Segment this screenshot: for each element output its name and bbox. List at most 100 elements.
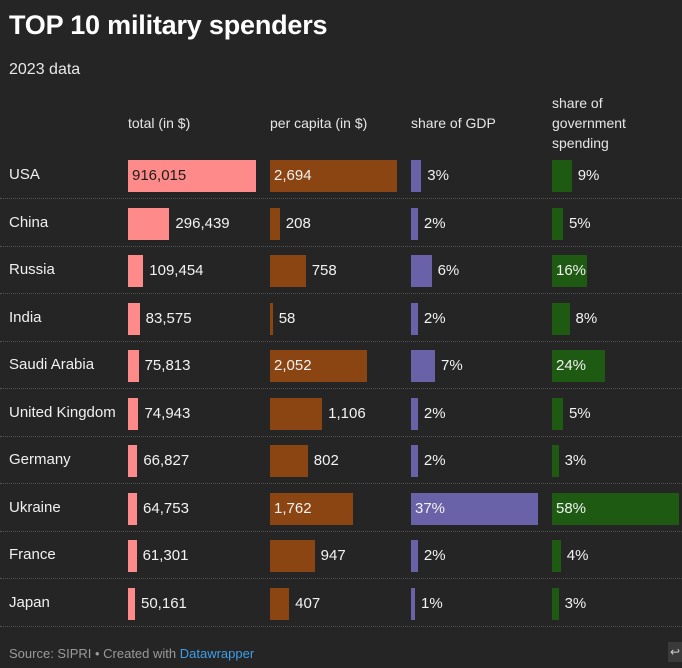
- row-divider: [0, 293, 682, 294]
- datawrapper-link[interactable]: Datawrapper: [179, 646, 255, 661]
- gov-value-label: 24%: [556, 357, 587, 374]
- gov-bar: [552, 255, 588, 287]
- chart-subtitle: 2023 data: [9, 61, 81, 78]
- chart-title: TOP 10 military spenders: [9, 10, 328, 40]
- total-bar: [128, 160, 256, 192]
- total-bar: [128, 445, 138, 477]
- total-bar: [128, 540, 137, 572]
- total-value-label: 75,813: [144, 357, 191, 374]
- return-icon[interactable]: ↩: [668, 642, 682, 662]
- gov-value-label: 16%: [556, 262, 587, 279]
- row-divider: [0, 625, 682, 627]
- table-row: Russia 109,454 758 6% 16%: [0, 247, 682, 294]
- per-capita-bar: [270, 587, 290, 620]
- table-row: Germany 66,827 802 2% 3%: [0, 437, 682, 484]
- country-label: China: [9, 213, 49, 231]
- row-divider: [0, 435, 682, 437]
- gdp-value-label: 2%: [423, 214, 446, 232]
- total-bar: [128, 492, 138, 525]
- gdp-value-label: 2%: [423, 452, 446, 469]
- per-capita-bar: [270, 350, 367, 382]
- country-label: France: [9, 546, 56, 563]
- per-capita-value-label: 802: [313, 452, 339, 469]
- total-value-label: 50,161: [141, 594, 187, 612]
- gov-bar: [552, 160, 572, 192]
- gdp-value-label: 2%: [423, 547, 446, 564]
- country-label: Japan: [9, 593, 50, 611]
- total-bar: [128, 397, 139, 430]
- gdp-bar: [411, 255, 432, 287]
- total-value-label: 83,575: [145, 309, 192, 327]
- gov-bar: [552, 587, 559, 620]
- gov-bar: [552, 492, 679, 525]
- per-capita-value-label: 1,106: [328, 404, 366, 422]
- gdp-bar: [411, 397, 418, 430]
- total-value-label: 74,943: [144, 404, 191, 422]
- gdp-bar: [411, 207, 418, 240]
- per-capita-value-label: 1,762: [274, 499, 312, 517]
- total-value-label: 916,015: [132, 167, 187, 184]
- gdp-value-label: 2%: [423, 309, 446, 327]
- per-capita-value-label: 2,052: [274, 357, 312, 374]
- country-label: USA: [9, 166, 40, 183]
- gdp-bar: [411, 302, 418, 335]
- gov-bar: [552, 302, 570, 335]
- table-row: India 83,575 58 2% 8%: [0, 295, 682, 342]
- table-row: China 296,439 208 2% 5%: [0, 200, 682, 247]
- source-text: Source: SIPRI • Created with: [9, 646, 180, 661]
- table-row: Ukraine 64,753 1,762 37% 58%: [0, 485, 682, 532]
- gov-bar: [552, 350, 605, 382]
- gov-value-label: 9%: [577, 167, 600, 184]
- gov-bar: [552, 397, 563, 430]
- total-value-label: 109,454: [149, 262, 204, 279]
- table-row: Japan 50,161 407 1% 3%: [0, 580, 682, 627]
- gdp-value-label: 2%: [423, 404, 446, 422]
- table-row: France 61,301 947 2% 4%: [0, 532, 682, 579]
- total-bar: [128, 302, 140, 335]
- per-capita-bar: [270, 207, 280, 240]
- row-divider: [0, 198, 682, 199]
- total-bar: [128, 255, 144, 287]
- total-value-label: 66,827: [143, 452, 190, 469]
- row-divider: [0, 340, 682, 342]
- gdp-bar: [411, 492, 538, 525]
- per-capita-bar: [270, 255, 306, 287]
- gov-value-label: 3%: [564, 594, 587, 612]
- per-capita-bar: [270, 445, 308, 477]
- gov-value-label: 5%: [568, 404, 591, 422]
- gov-bar: [552, 445, 559, 477]
- total-bar: [128, 350, 139, 382]
- gdp-bar: [411, 587, 415, 620]
- per-capita-value-label: 947: [320, 547, 346, 564]
- per-capita-bar: [270, 302, 273, 335]
- gdp-value-label: 37%: [415, 499, 446, 517]
- per-capita-value-label: 407: [295, 594, 321, 612]
- row-divider: [0, 483, 682, 484]
- country-label: Germany: [9, 451, 71, 468]
- country-label: United Kingdom: [9, 403, 116, 421]
- per-capita-value-label: 208: [285, 214, 311, 232]
- per-capita-value-label: 58: [278, 309, 296, 327]
- per-capita-bar: [270, 540, 315, 572]
- gdp-value-label: 1%: [421, 594, 443, 612]
- gdp-bar: [411, 540, 418, 572]
- column-header-per-capita: per capita (in $): [270, 115, 368, 131]
- gov-value-label: 8%: [575, 309, 598, 327]
- per-capita-value-label: 758: [311, 262, 337, 279]
- country-label: Ukraine: [9, 498, 61, 516]
- row-divider: [0, 578, 682, 579]
- gov-value-label: 58%: [556, 499, 587, 517]
- gdp-bar: [411, 445, 418, 477]
- table-row: USA 916,015 2,694 3% 9%: [0, 152, 682, 199]
- gdp-bar: [411, 350, 436, 382]
- gdp-bar: [411, 160, 422, 192]
- row-divider: [0, 245, 682, 247]
- country-label: Russia: [9, 261, 55, 278]
- country-label: India: [9, 308, 42, 326]
- row-divider: [0, 530, 682, 532]
- total-value-label: 296,439: [175, 214, 230, 232]
- row-divider: [0, 388, 682, 389]
- gov-bar: [552, 207, 563, 240]
- total-bar: [128, 587, 135, 620]
- gdp-value-label: 6%: [437, 262, 460, 279]
